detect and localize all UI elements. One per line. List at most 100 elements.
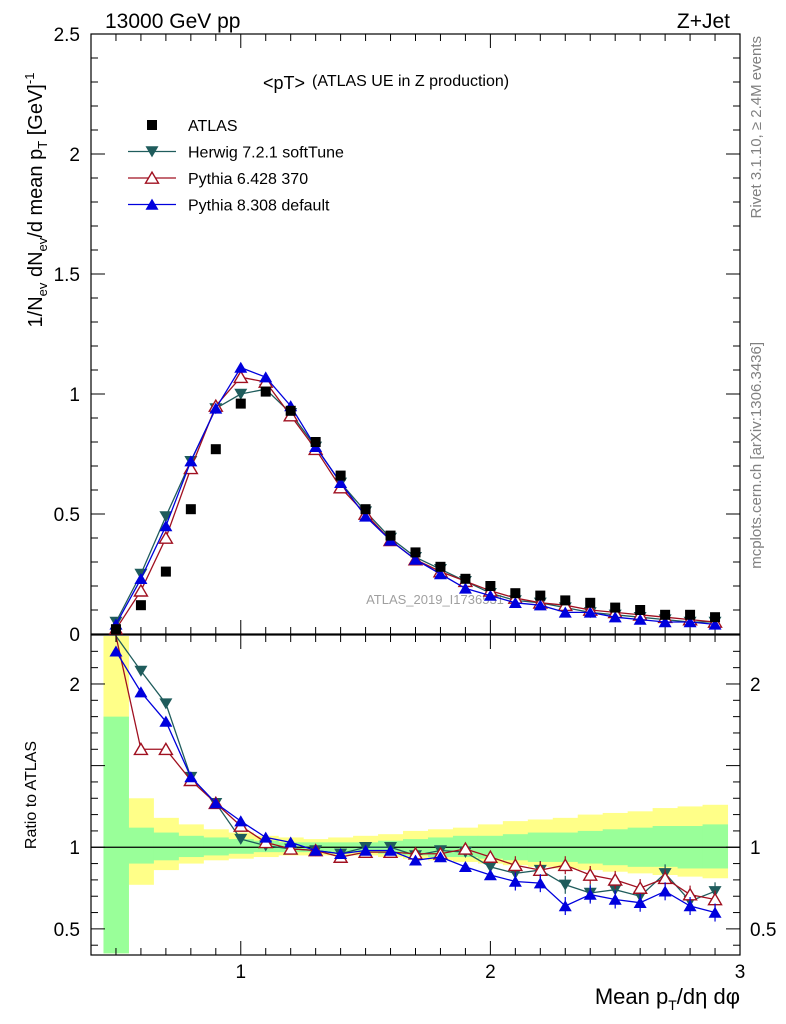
ratio-point-2-1 (134, 686, 148, 698)
main-point-3-23 (683, 616, 697, 628)
ratio-point-1-2 (158, 742, 174, 756)
main-point-0-1 (135, 600, 146, 611)
ratio-uncertainty-bands (91, 636, 740, 954)
main-point-0-2 (160, 566, 171, 577)
ratio-point-1-19 (582, 867, 598, 881)
main-point-0-20 (610, 602, 621, 613)
legend-marker (147, 120, 157, 130)
ratio-point-2-11 (384, 844, 398, 856)
main-point-0-14 (460, 573, 471, 584)
main-ytick-label: 2 (69, 145, 80, 166)
ratio-line-2 (115, 650, 716, 914)
x-tick-label: 3 (735, 962, 746, 983)
ratio-point-2-5 (234, 815, 248, 827)
main-point-0-16 (510, 588, 521, 599)
ratio-point-2-14 (458, 860, 472, 873)
ratio-point-2-23 (683, 900, 697, 912)
main-point-2-5 (233, 369, 249, 384)
main-point-0-22 (660, 609, 671, 620)
main-point-3-20 (608, 611, 622, 623)
main-point-0-10 (360, 504, 371, 515)
main-point-3-12 (409, 553, 422, 565)
ratio-band-green (652, 826, 679, 867)
x-tick-labels: 1 2 3 (235, 962, 745, 983)
main-point-0-24 (710, 612, 721, 623)
main-point-0-8 (310, 437, 321, 447)
ratio-y-tick-labels: 0.5 0.5 1 1 2 2 (54, 675, 777, 941)
ratio-point-1-7 (282, 841, 299, 855)
main-panel: <pT> (ATLAS UE in Z production) ATLAS_20… (22, 25, 741, 646)
ratio-point-0-5 (234, 833, 248, 845)
main-point-3-9 (334, 476, 348, 488)
ratio-ytick-label-right: 1 (750, 838, 761, 859)
main-point-0-17 (535, 590, 546, 601)
main-ytick-label: 1.5 (54, 265, 80, 286)
ratio-point-1-20 (607, 872, 623, 886)
legend-marker (145, 146, 159, 158)
main-series (108, 361, 723, 636)
main-ytick-label: 1 (69, 385, 80, 406)
ratio-band-green (128, 827, 154, 864)
ratio-point-2-19 (583, 888, 597, 900)
ratio-axes (90, 634, 741, 956)
ratio-ytick-label-right: 0.5 (750, 920, 776, 941)
ratio-ytick-label-left: 0.5 (54, 920, 80, 941)
process-label: Z+Jet (677, 10, 730, 33)
main-point-0-11 (385, 530, 396, 541)
x-axis-label: Mean pT/dη dφ (595, 984, 740, 1013)
main-point-3-19 (583, 606, 597, 618)
ratio-point-2-6 (259, 831, 273, 843)
ratio-point-1-16 (507, 857, 524, 872)
main-point-0-18 (560, 595, 571, 606)
ratio-series (109, 635, 723, 922)
analysis-watermark: ATLAS_2019_I1736531 (366, 592, 504, 607)
legend-item: Herwig 7.2.1 softTune (128, 145, 344, 162)
main-point-3-18 (558, 606, 572, 618)
ratio-point-2-8 (309, 844, 323, 856)
legend-label: Pythia 6.428 370 (188, 171, 308, 188)
ratio-point-2-20 (608, 893, 622, 905)
main-line-3 (115, 366, 716, 626)
main-point-3-10 (359, 510, 373, 522)
ratio-ytick-label-right: 2 (750, 675, 761, 696)
energy-label: 13000 GeV pp (105, 10, 240, 33)
ratio-point-2-22 (658, 885, 672, 897)
main-point-3-24 (708, 618, 722, 630)
main-ytick-label: 2.5 (54, 25, 80, 46)
main-point-0-9 (335, 470, 346, 481)
main-point-0-5 (235, 398, 246, 409)
ratio-band-green (702, 824, 729, 869)
legend-item: Pythia 6.428 370 (128, 170, 308, 188)
main-point-1-2 (159, 511, 173, 523)
ratio-point-0-2 (159, 698, 173, 710)
main-subtitle: (ATLAS UE in Z production) (312, 73, 509, 90)
main-point-0-6 (260, 386, 271, 397)
ratio-point-2-15 (483, 869, 497, 881)
rivet-label: Rivet 3.1.10, ≥ 2.4M events (748, 36, 765, 219)
main-point-3-14 (458, 582, 472, 594)
main-point-0-0 (110, 624, 121, 635)
ratio-point-2-7 (284, 836, 298, 848)
main-point-3-6 (259, 371, 273, 383)
main-line-1 (115, 388, 716, 623)
ratio-point-2-17 (533, 877, 547, 889)
main-title: <pT> (263, 73, 305, 93)
ratio-point-2-16 (508, 875, 522, 887)
main-point-2-2 (158, 530, 174, 544)
main-point-3-16 (508, 596, 522, 608)
ratio-band-green (228, 839, 254, 854)
main-point-0-7 (285, 405, 296, 416)
ratio-point-2-21 (633, 896, 647, 908)
main-point-2-1 (133, 583, 149, 597)
ratio-point-2-18 (558, 900, 572, 912)
ratio-point-2-4 (209, 797, 223, 809)
main-point-0-15 (485, 581, 496, 591)
ratio-point-0-1 (134, 665, 148, 677)
ratio-point-1-14 (457, 841, 474, 855)
main-ytick-label: 0.5 (54, 505, 80, 526)
ratio-band-green (153, 832, 179, 861)
ratio-panel: 0.5 0.5 1 1 2 2 1 2 3 Ratio to ATLAS Mean pT/dη… (23, 634, 777, 1013)
legend-item: Pythia 8.308 default (128, 198, 330, 215)
ratio-point-2-2 (159, 715, 173, 727)
